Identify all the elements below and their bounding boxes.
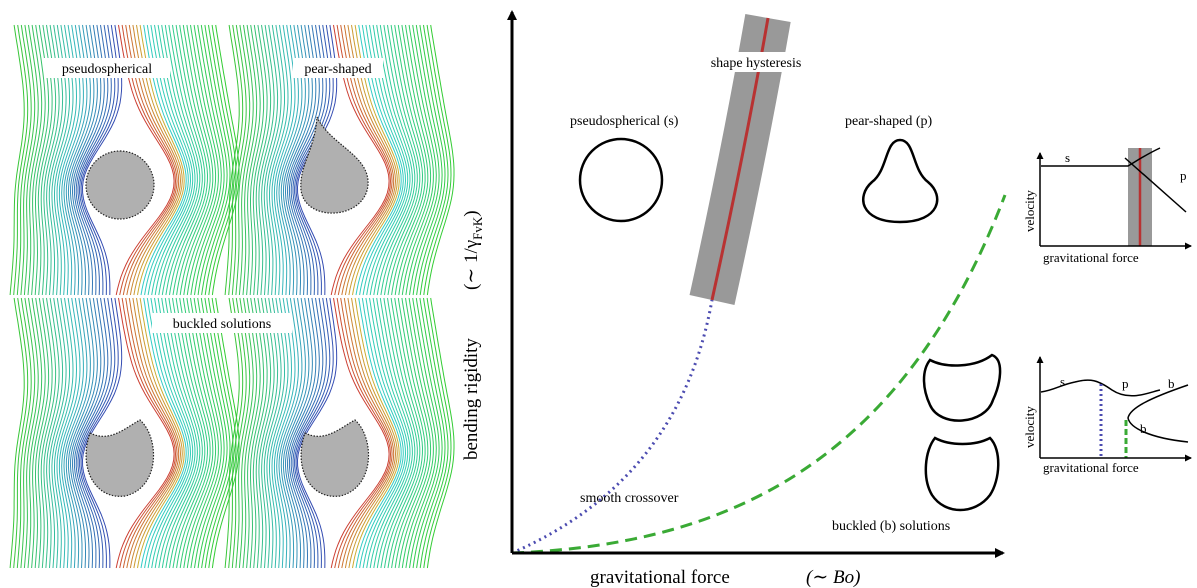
y-scaling-close: ) [461, 210, 482, 216]
flow-panel [225, 298, 454, 568]
y-axis-label: bending rigidity [461, 338, 482, 460]
curve-label: s [1065, 150, 1070, 165]
x-axis-label: gravitational force [1043, 250, 1139, 265]
vesicle [301, 420, 368, 496]
y-axis-label: velocity [1022, 190, 1037, 232]
curve-label: b [1168, 376, 1175, 391]
pear-shape [863, 140, 937, 222]
flow-panels [10, 25, 454, 568]
x-axis-label: gravitational force [590, 567, 730, 588]
vesicle [86, 151, 154, 219]
x-axis-scaling: (∼ Bo) [806, 567, 860, 588]
y-axis-scaling: (∼ 1/γFvK) [461, 210, 485, 290]
buckled-shape [926, 438, 998, 510]
x-axis-label: gravitational force [1043, 460, 1139, 475]
region-label: pear-shaped (p) [845, 114, 933, 129]
region-label: shape hysteresis [711, 56, 802, 71]
curve [1041, 380, 1160, 396]
crossover-line [512, 300, 712, 553]
vesicle [86, 420, 153, 496]
sphere-shape [580, 139, 662, 221]
region-label: smooth crossover [580, 491, 679, 506]
figure: pseudospherical pear-shaped buckled solu… [0, 0, 1197, 588]
y-scaling: (∼ 1/γ [461, 240, 482, 290]
curve [1128, 385, 1188, 442]
region-label: pseudospherical (s) [570, 114, 679, 129]
region-label: buckled (b) solutions [832, 519, 950, 534]
buckled-shape [924, 355, 1000, 421]
curve-label: p [1180, 168, 1187, 183]
curve-label: b [1140, 421, 1147, 436]
y-axis-title: bending rigidity (∼ 1/γFvK) [461, 210, 485, 460]
y-scaling-subscript: FvK [470, 216, 485, 240]
flow-panel [10, 298, 239, 568]
panel-label: pseudospherical [62, 62, 152, 77]
panel-label: pear-shaped [304, 62, 371, 77]
curve-label: s [1060, 374, 1065, 389]
y-axis-label: velocity [1022, 406, 1037, 448]
panel-label: buckled solutions [173, 317, 271, 332]
curve-label: p [1122, 376, 1129, 391]
